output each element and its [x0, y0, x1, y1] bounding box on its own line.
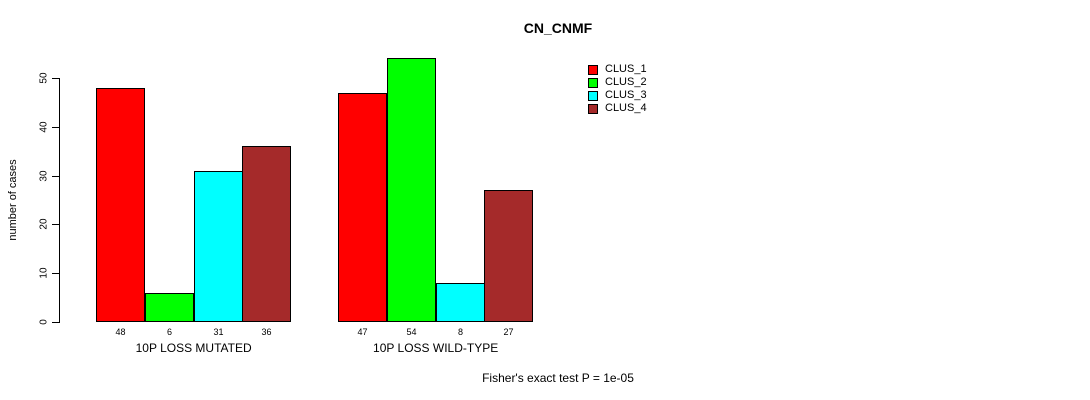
y-axis-line [59, 78, 60, 323]
bar-value-label: 47 [357, 327, 368, 337]
legend-swatch-clus_1 [588, 65, 598, 75]
bar-value-label: 48 [115, 327, 126, 337]
legend-label: CLUS_3 [605, 89, 647, 101]
bar-clus_4-group1 [242, 146, 291, 322]
bar-clus_2-group2 [387, 58, 436, 322]
x-group-label: 10P LOSS WILD-TYPE [373, 341, 499, 355]
y-tick-mark [52, 224, 59, 225]
y-tick-mark [52, 273, 59, 274]
bar-value-label: 27 [503, 327, 514, 337]
bar-clus_1-group2 [338, 93, 387, 322]
chart-title: CN_CNMF [523, 20, 593, 36]
bar-clus_2-group1 [145, 293, 194, 322]
legend-label: CLUS_2 [605, 76, 647, 88]
bar-value-label: 54 [406, 327, 417, 337]
y-tick-mark [52, 127, 59, 128]
bar-value-label: 6 [166, 327, 173, 337]
y-tick-mark [52, 322, 59, 323]
y-tick-label: 10 [38, 267, 50, 279]
bar-value-label: 31 [213, 327, 224, 337]
legend-swatch-clus_2 [588, 78, 598, 88]
bar-value-label: 8 [457, 327, 464, 337]
y-tick-mark [52, 176, 59, 177]
fisher-note: Fisher's exact test P = 1e-05 [482, 371, 634, 385]
legend-swatch-clus_3 [588, 91, 598, 101]
y-tick-mark [52, 78, 59, 79]
y-tick-label: 30 [38, 170, 50, 182]
bar-clus_1-group1 [96, 88, 145, 322]
bar-clus_4-group2 [484, 190, 533, 322]
y-tick-label: 40 [38, 121, 50, 133]
bar-clus_3-group2 [436, 283, 485, 322]
y-tick-label: 20 [38, 218, 50, 230]
y-tick-label: 0 [38, 319, 50, 325]
legend-swatch-clus_4 [588, 104, 598, 114]
legend-label: CLUS_1 [605, 63, 647, 75]
x-group-label: 10P LOSS MUTATED [135, 341, 252, 355]
y-axis-label: number of cases [7, 159, 19, 241]
legend-label: CLUS_4 [605, 102, 647, 114]
bar-value-label: 36 [261, 327, 272, 337]
y-tick-label: 50 [38, 72, 50, 84]
bar-clus_3-group1 [194, 171, 243, 322]
